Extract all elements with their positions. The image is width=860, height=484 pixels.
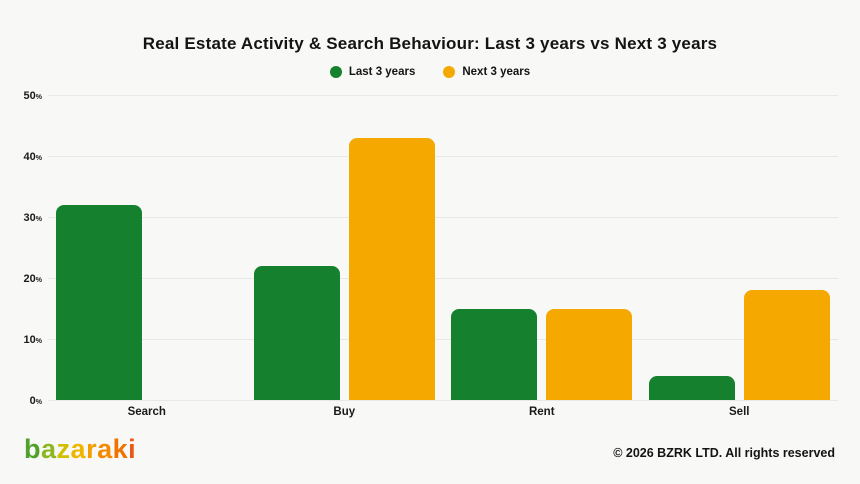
- bar-rent-next-3-years: [546, 308, 633, 400]
- y-axis-tick-label: 20%: [23, 273, 42, 285]
- legend: Last 3 years Next 3 years: [0, 66, 860, 78]
- gridline: [48, 94, 838, 96]
- x-axis-category-label: Buy: [333, 406, 356, 418]
- gridline: [48, 216, 838, 218]
- plot-area: 0% 10% 20% 30% 40% 50% Search Buy Rent Sell: [24, 90, 838, 418]
- bazaraki-logo[interactable]: bazaraki: [24, 434, 136, 464]
- bar-rent-last-3-years: [451, 308, 538, 400]
- y-axis-tick-label: 0%: [29, 395, 42, 407]
- logo-letter: i: [128, 434, 137, 464]
- logo-letter: a: [70, 434, 87, 464]
- y-axis-tick-label: 50%: [23, 90, 42, 102]
- logo-letter: b: [24, 434, 41, 464]
- legend-item-last-3-years[interactable]: Last 3 years: [329, 66, 416, 78]
- x-axis-category-label: Search: [127, 406, 166, 418]
- gridline: [48, 399, 838, 401]
- gridline: [48, 338, 838, 340]
- bar-search-last-3-years: [56, 204, 143, 400]
- x-axis-category-label: Sell: [729, 406, 750, 418]
- legend-item-next-3-years[interactable]: Next 3 years: [443, 66, 530, 78]
- bar-buy-last-3-years: [253, 265, 340, 400]
- y-axis-tick-label: 30%: [23, 212, 42, 224]
- bar-buy-next-3-years: [348, 137, 435, 400]
- logo-letter: r: [86, 434, 98, 464]
- x-axis-category-label: Rent: [528, 406, 555, 418]
- bar-sell-last-3-years: [648, 375, 735, 400]
- legend-dot-icon: [443, 66, 456, 78]
- bar-sell-next-3-years: [743, 290, 830, 400]
- gridline: [48, 277, 838, 279]
- gridline: [48, 155, 838, 157]
- logo-letter: z: [56, 434, 71, 464]
- legend-dot-icon: [329, 66, 342, 78]
- logo-letter: a: [97, 434, 113, 464]
- legend-label: Last 3 years: [348, 66, 416, 78]
- copyright-text: © 2026 BZRK LTD. All rights reserved: [613, 446, 835, 460]
- logo-letter: k: [112, 434, 129, 464]
- legend-label: Next 3 years: [462, 66, 531, 78]
- y-axis-tick-label: 40%: [23, 151, 42, 163]
- y-axis-tick-label: 10%: [23, 334, 42, 346]
- chart-title: Real Estate Activity & Search Behaviour:…: [142, 34, 718, 53]
- logo-letter: a: [41, 434, 57, 464]
